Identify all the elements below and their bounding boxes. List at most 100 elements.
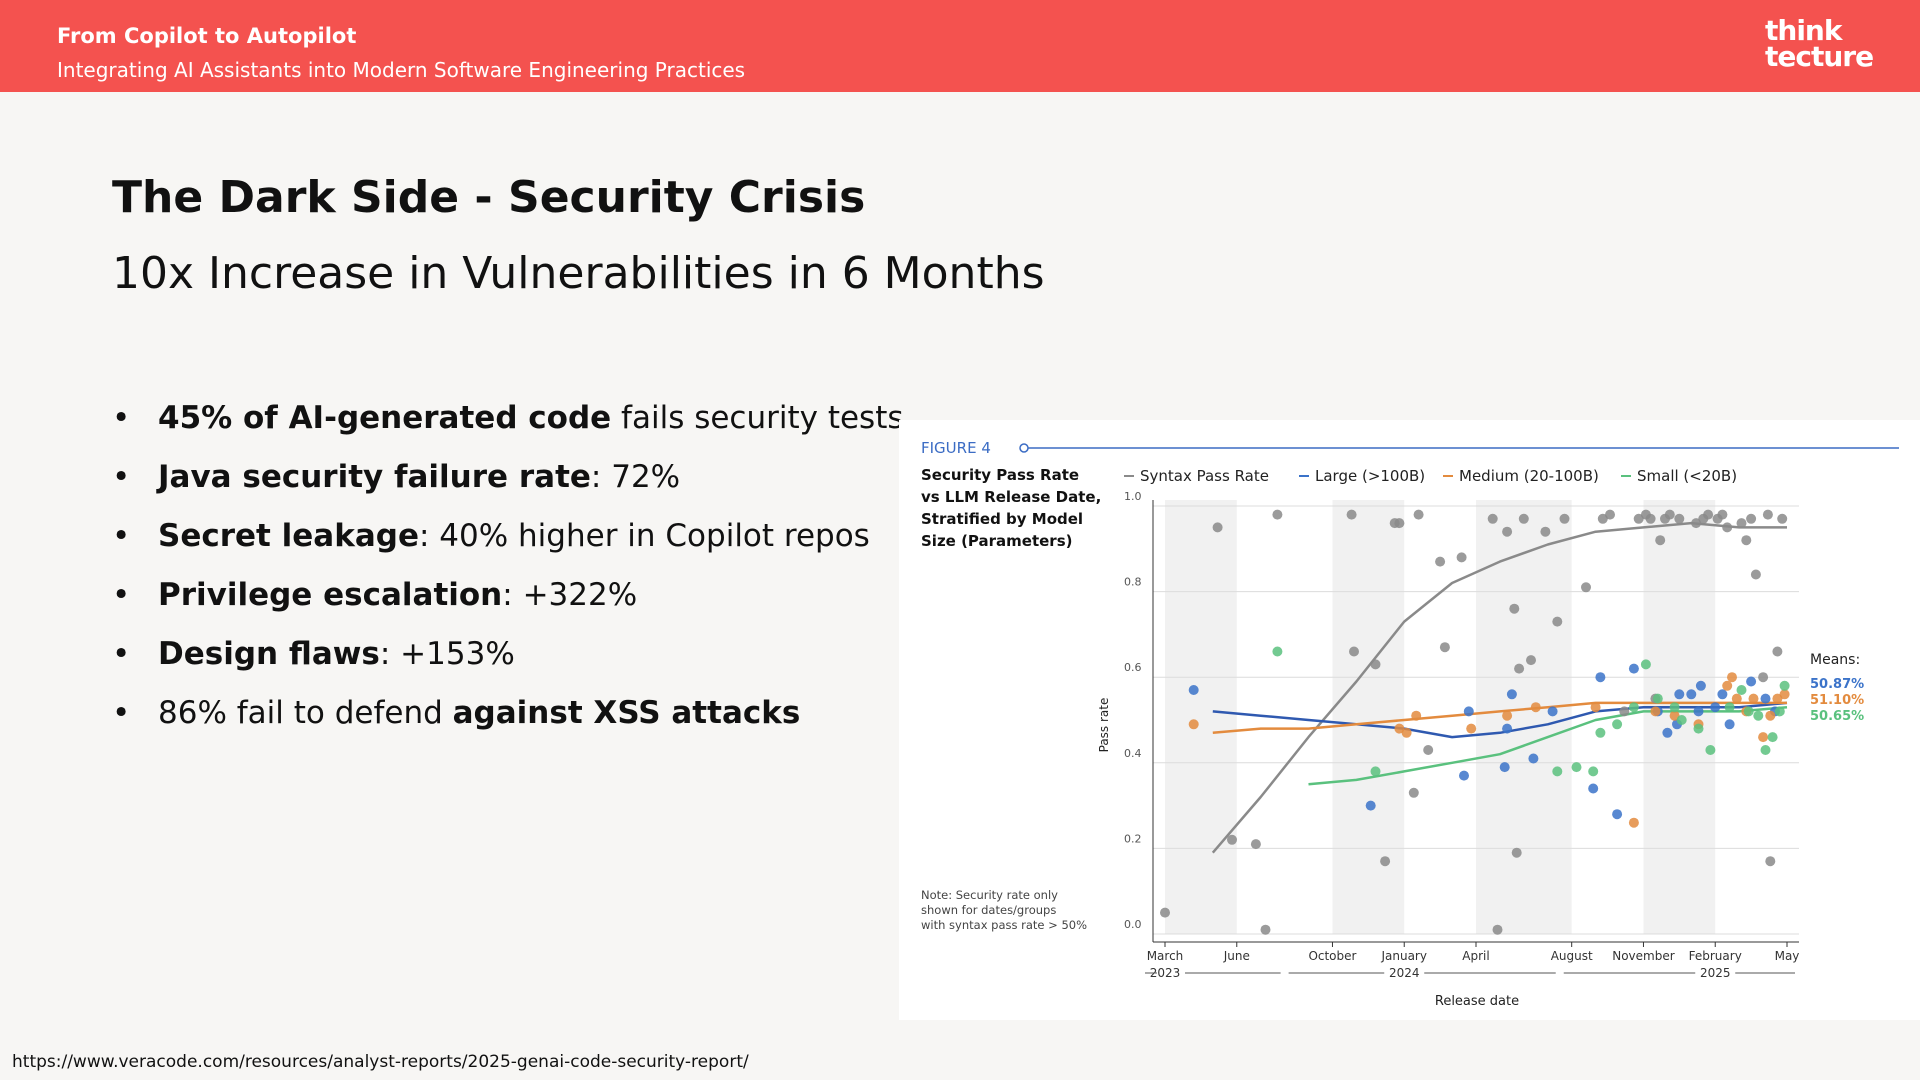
- data-point: [1669, 702, 1680, 713]
- background-band: [1332, 500, 1405, 934]
- data-point: [1509, 603, 1520, 614]
- x-tick-label: May: [1775, 949, 1800, 963]
- data-point: [1722, 680, 1733, 691]
- bullet-bold: 45% of AI-generated code: [158, 400, 612, 436]
- data-point: [1760, 745, 1771, 755]
- source-link[interactable]: https://www.veracode.com/resources/analy…: [12, 1052, 749, 1072]
- data-point: [1463, 706, 1474, 717]
- data-point: [1272, 646, 1283, 657]
- trend-line: [1308, 705, 1788, 786]
- bullet-text: : +153%: [379, 636, 515, 672]
- data-point: [1753, 710, 1764, 721]
- background-band: [1476, 500, 1572, 934]
- y-tick-label: 0.0: [1124, 918, 1142, 931]
- bullet-item: Design flaws: +153%: [112, 636, 904, 695]
- bullet-text: : 40% higher in Copilot repos: [418, 518, 870, 554]
- data-point: [1506, 689, 1517, 700]
- thinktecture-logo: think tecture: [1765, 17, 1874, 71]
- x-axis-label: Release date: [1435, 994, 1519, 1009]
- data-point: [1408, 787, 1419, 798]
- data-point: [1724, 702, 1735, 713]
- data-point: [1502, 723, 1513, 734]
- chart-note: Note: Security rate only shown for dates…: [921, 888, 1087, 932]
- y-tick-label: 0.4: [1124, 747, 1142, 760]
- data-point: [1595, 672, 1606, 683]
- deck-subtitle: Integrating AI Assistants into Modern So…: [57, 58, 746, 82]
- data-point: [1439, 642, 1450, 653]
- bullet-text: fails security tests: [611, 400, 904, 436]
- header-banner: From Copilot to Autopilot Integrating AI…: [0, 0, 1920, 92]
- bullet-bold: Design flaws: [158, 636, 380, 672]
- note-line: shown for dates/groups: [921, 903, 1056, 917]
- data-point: [1727, 672, 1737, 683]
- x-tick-label: October: [1308, 949, 1356, 963]
- bullet-text: : +322%: [502, 577, 638, 613]
- legend-entry: Small (<20B): [1637, 467, 1737, 485]
- data-point: [1227, 834, 1237, 845]
- bullet-item: Secret leakage: 40% higher in Copilot re…: [112, 518, 904, 577]
- data-point: [1394, 518, 1405, 529]
- data-point: [1640, 659, 1651, 670]
- deck-title: From Copilot to Autopilot: [57, 24, 357, 48]
- data-point: [1365, 800, 1376, 811]
- chart-title-line: Stratified by Model: [921, 510, 1083, 528]
- data-point: [1746, 676, 1757, 687]
- trend-line: [1212, 701, 1787, 735]
- y-axis: 0.0 0.2 0.4 0.6 0.8 1.0: [1124, 490, 1154, 942]
- data-point: [1595, 727, 1606, 738]
- data-point: [1765, 710, 1776, 721]
- data-point: [1528, 753, 1539, 764]
- figure-rule-dot: [1019, 443, 1029, 453]
- data-point: [1466, 723, 1477, 734]
- legend-entry: Syntax Pass Rate: [1140, 467, 1269, 485]
- data-point: [1188, 685, 1199, 695]
- mean-value: 50.65%: [1810, 709, 1864, 724]
- data-point: [1693, 723, 1704, 734]
- figure-panel: FIGURE 4 Security Pass Rate vs LLM Relea…: [899, 420, 1920, 1020]
- data-point: [1731, 693, 1742, 704]
- data-points: [1160, 509, 1790, 935]
- data-point: [1779, 680, 1790, 691]
- y-tick-label: 0.8: [1124, 576, 1142, 589]
- bullet-bold: Secret leakage: [158, 518, 419, 554]
- data-point: [1777, 513, 1788, 524]
- data-point: [1435, 556, 1446, 567]
- note-line: Note: Security rate only: [921, 888, 1058, 902]
- data-point: [1588, 783, 1599, 794]
- means-heading: Means:: [1810, 652, 1860, 668]
- data-point: [1664, 509, 1675, 520]
- data-point: [1717, 509, 1728, 520]
- data-point: [1758, 672, 1769, 683]
- data-point: [1272, 509, 1283, 520]
- data-point: [1423, 745, 1434, 755]
- data-point: [1645, 513, 1656, 524]
- data-point: [1717, 689, 1728, 700]
- background-band: [1165, 500, 1237, 934]
- data-point: [1612, 809, 1623, 820]
- data-point: [1401, 727, 1412, 738]
- data-point: [1772, 646, 1783, 657]
- chart-title-line: Security Pass Rate: [921, 466, 1079, 484]
- note-line: with syntax pass rate > 50%: [921, 918, 1087, 932]
- data-point: [1526, 655, 1536, 666]
- data-point: [1188, 719, 1199, 730]
- data-point: [1765, 856, 1776, 867]
- data-point: [1552, 616, 1563, 627]
- data-point: [1547, 706, 1558, 717]
- x-tick-label: March: [1147, 949, 1184, 963]
- data-point: [1691, 518, 1702, 529]
- bullet-text: 86% fail to defend: [158, 695, 453, 731]
- data-point: [1650, 706, 1661, 717]
- data-point: [1540, 526, 1551, 537]
- gridlines: [1153, 505, 1799, 935]
- chart-title-line: Size (Parameters): [921, 532, 1073, 550]
- bullet-bold: against XSS attacks: [452, 695, 801, 731]
- bullet-list: 45% of AI-generated code fails security …: [112, 400, 904, 754]
- data-point: [1628, 702, 1639, 713]
- chart-legend: Syntax Pass Rate Large (>100B) Medium (20-…: [1124, 467, 1737, 485]
- x-axis: March June October January April August Novemb…: [1145, 941, 1800, 980]
- bullet-item: 86% fail to defend against XSS attacks: [112, 695, 904, 754]
- background-bands: [1165, 500, 1716, 934]
- data-point: [1571, 762, 1582, 773]
- x-tick-label: November: [1612, 949, 1674, 963]
